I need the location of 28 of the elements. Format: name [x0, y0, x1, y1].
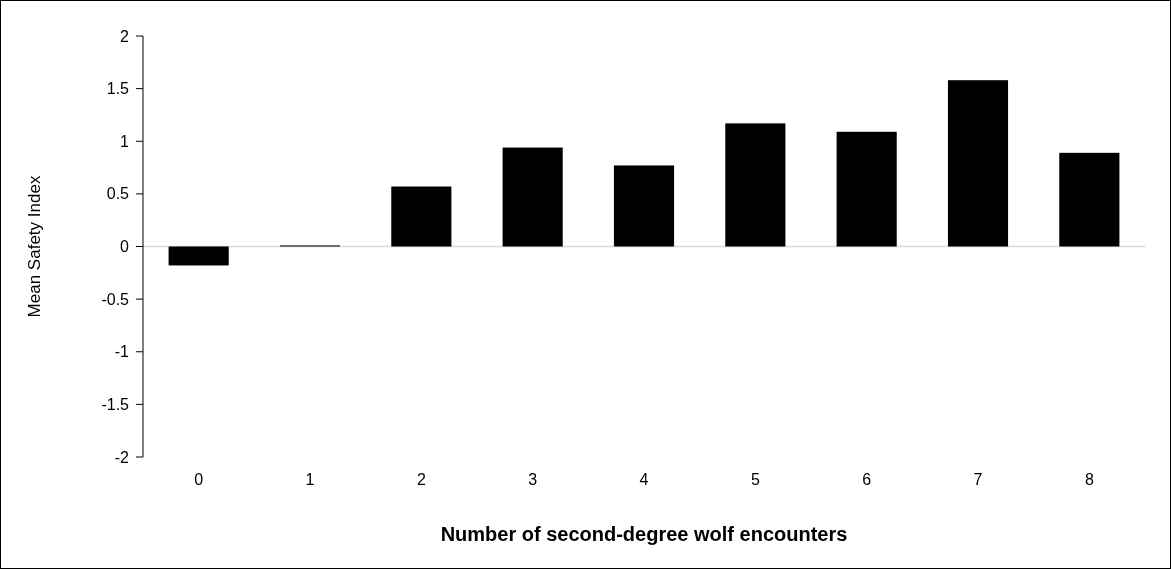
y-tick-label: 1 — [120, 132, 130, 150]
y-tick-label: -2 — [114, 448, 130, 466]
bar — [1059, 152, 1120, 247]
x-tick-label: 7 — [973, 471, 983, 488]
x-tick-label: 8 — [1084, 471, 1094, 488]
y-tick-label: 0.5 — [106, 185, 130, 203]
bar — [613, 165, 675, 247]
y-tick-label: 0 — [120, 238, 130, 256]
bar — [391, 186, 452, 247]
y-tick-label: -0.5 — [101, 290, 130, 308]
y-tick-label: -1.5 — [101, 395, 130, 413]
y-axis-title: Mean Safety Index — [25, 175, 44, 318]
x-axis-title: Number of second-degree wolf encounters — [440, 523, 848, 545]
y-tick-label: 2 — [120, 27, 130, 45]
bar — [947, 80, 1009, 247]
x-tick-label: 4 — [639, 471, 649, 488]
x-tick-label: 2 — [416, 471, 426, 488]
y-tick-label: 1.5 — [106, 80, 130, 98]
bar — [502, 147, 563, 247]
y-tick-label: -1 — [114, 343, 130, 361]
bar — [725, 123, 786, 247]
x-tick-label: 0 — [194, 471, 204, 488]
x-tick-label: 3 — [528, 471, 538, 488]
bar — [836, 131, 897, 247]
x-tick-label: 6 — [862, 471, 872, 488]
x-tick-label: 1 — [305, 471, 315, 488]
x-tick-label: 5 — [750, 471, 760, 488]
bar — [168, 246, 229, 266]
